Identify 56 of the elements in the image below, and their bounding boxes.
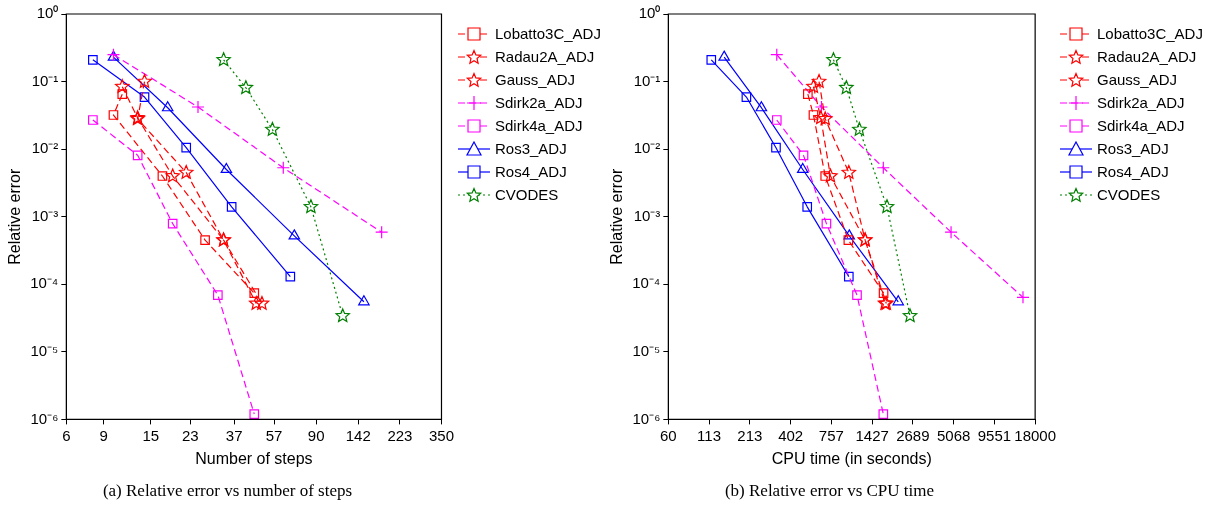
legend-label: CVODES	[1097, 186, 1161, 203]
y-tick-label: 10⁰	[36, 4, 59, 22]
y-axis-title: Relative error	[6, 168, 24, 265]
x-tick-label: 18000	[1014, 426, 1056, 444]
legend-label: Sdirk2a_ADJ	[1097, 94, 1185, 111]
x-tick-label: 37	[225, 426, 243, 444]
y-tick-label: 10⁻⁶	[30, 409, 59, 427]
legend-label: Sdirk4a_ADJ	[1097, 117, 1185, 134]
legend-label: Sdirk2a_ADJ	[495, 94, 583, 111]
y-tick-label: 10⁻⁵	[30, 341, 59, 359]
legend-label: Ros4_ADJ	[495, 163, 567, 180]
x-axis-title: CPU time (in seconds)	[771, 450, 932, 468]
text: (a) Relative error vs number of steps	[102, 481, 353, 501]
y-tick-label: 10⁻³	[31, 206, 59, 224]
y-axis-title: Relative error	[608, 168, 626, 265]
x-tick-label: 5068	[936, 426, 971, 444]
y-tick-label: 10⁻¹	[633, 71, 661, 89]
legend-label: Gauss_ADJ	[495, 71, 576, 88]
legend-label: Ros3_ADJ	[1097, 140, 1169, 157]
legend-label: Sdirk4a_ADJ	[495, 117, 583, 134]
y-tick-label: 10⁰	[638, 4, 661, 22]
x-tick-label: 1427	[855, 426, 889, 444]
legend-label: Lobatto3C_ADJ	[1097, 25, 1203, 42]
x-tick-label: 90	[307, 426, 325, 444]
x-tick-label: 6	[62, 426, 71, 444]
x-tick-label: 9551	[977, 426, 1012, 444]
x-tick-label: 757	[818, 426, 844, 444]
x-tick-label: 223	[387, 426, 413, 444]
x-tick-label: 113	[697, 426, 721, 444]
y-tick-label: 10⁻⁶	[632, 409, 661, 427]
y-tick-label: 10⁻⁴	[30, 274, 59, 292]
legend-label: Ros3_ADJ	[495, 140, 567, 157]
x-tick-label: 402	[778, 426, 804, 444]
y-tick-label: 10⁻⁵	[632, 341, 661, 359]
x-tick-label: 15	[142, 426, 160, 444]
x-tick-label: 213	[737, 426, 763, 444]
x-tick-label: 60	[659, 426, 677, 444]
x-tick-label: 142	[345, 426, 371, 444]
text: (b) Relative error vs CPU time	[724, 481, 935, 501]
x-tick-label: 2689	[896, 426, 930, 444]
legend-label: Radau2A_ADJ	[1097, 48, 1197, 65]
y-tick-label: 10⁻⁴	[632, 274, 661, 292]
x-tick-label: 9	[99, 426, 108, 444]
x-axis-title: Number of steps	[195, 450, 313, 468]
y-tick-label: 10⁻³	[633, 206, 661, 224]
x-tick-label: 350	[428, 426, 454, 444]
y-tick-label: 10⁻¹	[31, 71, 59, 89]
legend-label: Gauss_ADJ	[1097, 71, 1178, 88]
x-tick-label: 57	[265, 426, 283, 444]
y-tick-label: 10⁻²	[633, 139, 661, 157]
x-tick-label: 23	[181, 426, 199, 444]
legend-label: Lobatto3C_ADJ	[495, 25, 601, 42]
legend-label: Radau2A_ADJ	[495, 48, 595, 65]
legend-label: Ros4_ADJ	[1097, 163, 1169, 180]
y-tick-label: 10⁻²	[31, 139, 59, 157]
legend-label: CVODES	[495, 186, 559, 203]
